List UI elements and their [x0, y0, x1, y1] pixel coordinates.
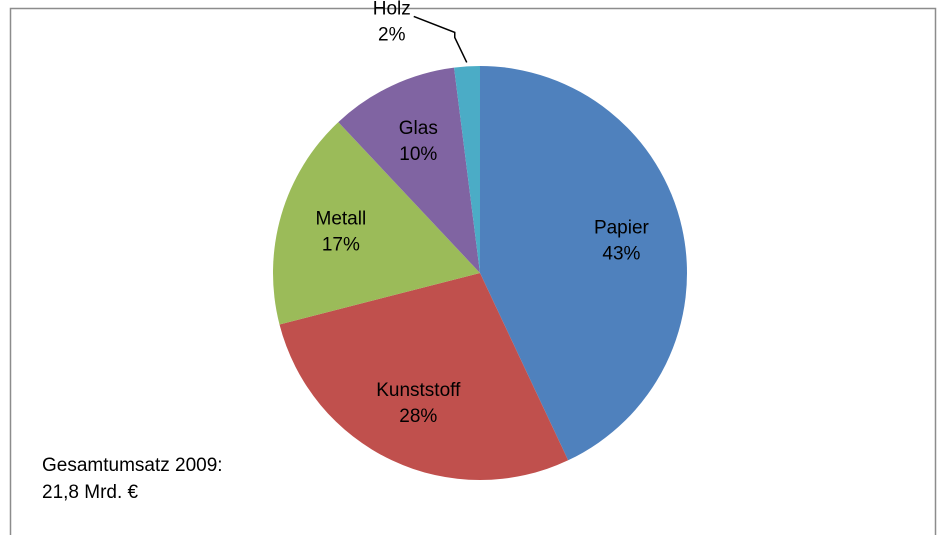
- annotation: Gesamtumsatz 2009:: [42, 455, 223, 476]
- slice-value-label: 10%: [399, 144, 437, 165]
- slice-label: Holz: [373, 0, 411, 19]
- slice-value-label: 17%: [322, 235, 360, 256]
- pie-slice: [480, 66, 687, 461]
- slice-label: Metall: [316, 209, 367, 230]
- pie-slice: [338, 67, 480, 273]
- slice-label: Glas: [399, 118, 438, 139]
- pie-slice: [279, 273, 569, 480]
- leader-line: [413, 15, 468, 63]
- slice-label: Papier: [594, 217, 650, 238]
- slice-label: Kunststoff: [376, 380, 461, 401]
- pie-slice: [273, 122, 480, 325]
- pie-slice: [454, 66, 480, 273]
- slice-value-label: 43%: [602, 243, 640, 264]
- slice-value-label: 2%: [378, 24, 406, 45]
- slice-value-label: 28%: [399, 406, 437, 427]
- annotation: 21,8 Mrd. €: [42, 482, 139, 503]
